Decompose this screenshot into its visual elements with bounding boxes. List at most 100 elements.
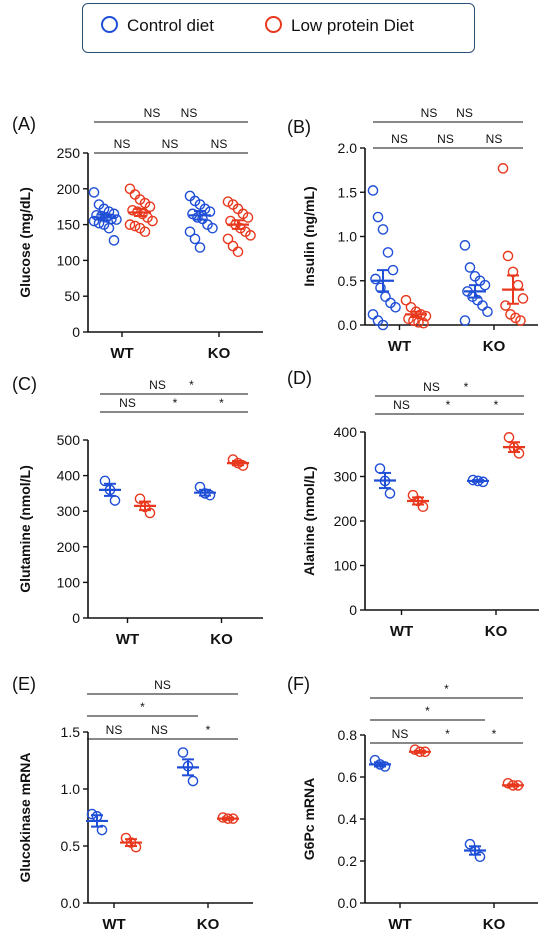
y-tick-label: 2.0 [338, 140, 358, 156]
x-group-label: KO [208, 345, 231, 362]
y-tick-label: 0.8 [338, 727, 358, 743]
data-point [464, 838, 476, 850]
y-tick-label: 50 [64, 288, 80, 304]
data-point [127, 204, 138, 216]
data-point [367, 185, 379, 196]
y-axis-label: Glucose (mg/dL) [17, 187, 33, 297]
y-tick-label: 0.0 [338, 895, 358, 911]
data-point [207, 222, 218, 234]
data-point [367, 309, 379, 320]
y-tick-label: 1.0 [338, 229, 358, 245]
significance-label: NS [486, 132, 503, 146]
x-group-label: WT [390, 623, 413, 640]
y-tick-label: 200 [57, 181, 81, 197]
x-group-label: KO [483, 338, 506, 355]
y-tick-label: 0 [349, 602, 357, 618]
data-point [459, 240, 471, 251]
significance-label: * [173, 396, 178, 410]
data-point [515, 315, 526, 326]
x-group-label: WT [116, 631, 139, 648]
data-point [477, 300, 488, 311]
data-point [370, 273, 381, 285]
data-point [374, 463, 386, 474]
data-point [222, 233, 234, 245]
data-point [377, 319, 389, 331]
significance-label: * [492, 727, 497, 741]
significance-label: * [494, 398, 499, 412]
significance-label: * [464, 380, 469, 394]
data-point [417, 501, 429, 513]
panel-label: (E) [12, 674, 36, 694]
data-point [187, 775, 199, 787]
y-tick-label: 500 [57, 432, 81, 448]
y-tick-label: 200 [57, 539, 81, 555]
x-group-label: WT [102, 916, 125, 933]
y-tick-label: 100 [57, 574, 81, 590]
x-group-label: KO [210, 631, 233, 648]
data-point [189, 233, 201, 245]
x-group-label: WT [110, 345, 133, 362]
panel-label: (F) [287, 674, 310, 694]
data-point [375, 282, 386, 294]
significance-label: NS [144, 106, 161, 120]
y-tick-label: 100 [334, 558, 358, 574]
panel-label: (A) [12, 114, 36, 134]
data-point [93, 217, 105, 229]
data-point [139, 226, 151, 238]
data-point [232, 246, 244, 258]
y-tick-label: 300 [334, 469, 358, 485]
data-point [502, 250, 514, 262]
data-point [96, 824, 108, 836]
significance-label: NS [392, 727, 409, 741]
data-point [227, 240, 239, 252]
chart-panel-4: (D) Alanine (nmol/L) 0 100 200 300 400 WT KO NS * *… [287, 368, 539, 640]
data-point [512, 279, 524, 291]
data-point [134, 493, 146, 505]
data-point [409, 744, 421, 756]
data-point [380, 291, 391, 302]
chart-panel-3: (C) Glutamine (nmol/L) 0 100 200 300 400 500 WT K… [12, 374, 263, 648]
data-point [384, 488, 396, 499]
significance-label: NS [162, 137, 179, 151]
y-tick-label: 150 [57, 217, 81, 233]
y-tick-label: 300 [57, 503, 81, 519]
significance-label: * [445, 727, 450, 741]
y-axis-label: Glutamine (nmol/L) [17, 465, 33, 593]
x-group-label: WT [388, 916, 411, 933]
data-point [147, 215, 158, 227]
significance-label: NS [154, 678, 171, 692]
y-tick-label: 200 [334, 513, 358, 529]
data-point [513, 448, 525, 459]
data-point [377, 224, 389, 235]
legend-item-low-protein: Low protein Diet [265, 16, 414, 36]
chart-panel-5: (E) Glucokinase mRNA 0.0 0.5 1.0 1.5 WT KO NS NS *… [12, 674, 253, 933]
x-group-label: KO [483, 916, 506, 933]
low-protein-circle-icon [265, 16, 282, 34]
y-tick-label: 0.6 [338, 769, 358, 785]
data-point [106, 213, 117, 225]
data-point [108, 235, 120, 246]
y-tick-label: 400 [57, 468, 81, 484]
y-tick-label: 250 [57, 145, 81, 161]
significance-label: NS [106, 723, 123, 737]
significance-label: * [219, 396, 224, 410]
chart-panel-6: (F) G6Pc mRNA 0.0 0.2 0.4 0.6 0.8 WT KO NS * * * * [287, 674, 538, 933]
data-point [372, 211, 384, 223]
y-tick-label: 0 [72, 610, 80, 626]
data-point [245, 230, 256, 241]
x-group-label: WT [388, 338, 411, 355]
data-point [400, 294, 412, 306]
data-point [497, 163, 509, 174]
significance-label: * [444, 682, 449, 696]
significance-label: NS [437, 132, 454, 146]
legend-item-control: Control diet [101, 16, 214, 36]
y-tick-label: 0.0 [61, 895, 81, 911]
data-point [129, 220, 141, 232]
legend-label-control: Control diet [127, 16, 214, 35]
y-tick-label: 0.4 [338, 811, 358, 827]
data-point [517, 293, 529, 304]
panel-label: (B) [287, 117, 311, 137]
data-point [242, 212, 254, 223]
